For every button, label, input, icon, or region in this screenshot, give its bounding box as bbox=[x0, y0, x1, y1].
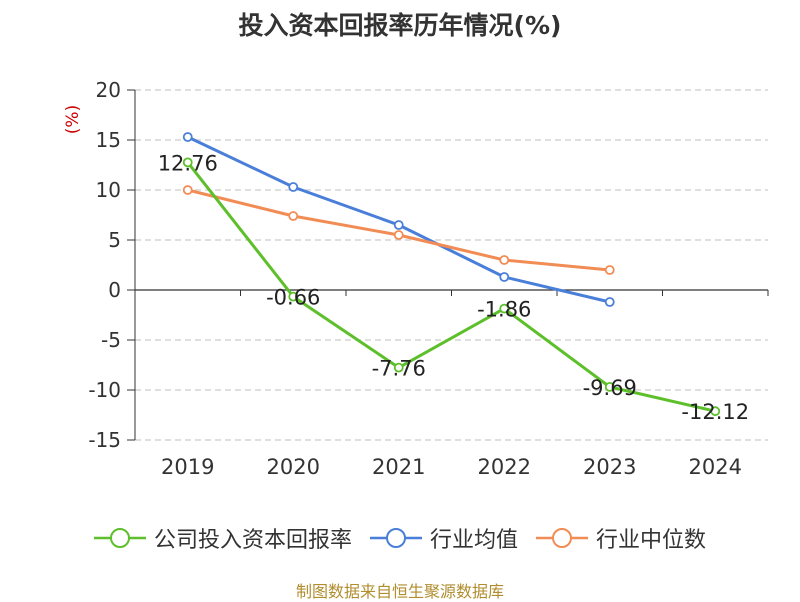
legend-label: 公司投入资本回报率 bbox=[153, 528, 352, 553]
x-tick-label: 2024 bbox=[689, 455, 742, 479]
x-tick-label: 2021 bbox=[372, 455, 425, 479]
data-point bbox=[393, 230, 404, 240]
y-tick-label: 20 bbox=[96, 78, 121, 102]
y-tick-label: -15 bbox=[88, 428, 121, 452]
data-point bbox=[288, 291, 299, 302]
data-point bbox=[604, 265, 615, 275]
y-axis-label: (%) bbox=[63, 105, 83, 134]
data-point bbox=[710, 406, 721, 417]
y-tick-label: -10 bbox=[88, 378, 121, 402]
data-point bbox=[604, 297, 615, 307]
data-point bbox=[182, 157, 193, 168]
data-label: -7.76 bbox=[372, 357, 426, 381]
y-tick-label: 5 bbox=[108, 228, 121, 252]
data-label: -12.12 bbox=[681, 400, 749, 424]
data-point bbox=[182, 132, 193, 142]
data-point bbox=[288, 211, 299, 221]
data-point bbox=[182, 185, 193, 195]
data-label: -1.86 bbox=[477, 298, 531, 322]
data-label: -0.66 bbox=[266, 286, 320, 310]
legend-label: 行业中位数 bbox=[596, 528, 707, 553]
x-tick-label: 2019 bbox=[161, 455, 214, 479]
series-line bbox=[187, 188, 610, 272]
data-label: -9.69 bbox=[583, 376, 637, 400]
data-point bbox=[604, 381, 615, 392]
x-tick-label: 2020 bbox=[267, 455, 320, 479]
legend-line-icon bbox=[369, 528, 422, 548]
y-tick-label: 10 bbox=[96, 178, 121, 202]
legend-line-icon bbox=[536, 528, 588, 548]
y-tick-label: 0 bbox=[108, 278, 121, 302]
x-tick-label: 2023 bbox=[583, 455, 636, 479]
data-point bbox=[499, 303, 510, 314]
legend-item[interactable]: 行业均值 bbox=[369, 522, 518, 554]
chart-title: 投入资本回报率历年情况(%) bbox=[238, 11, 562, 40]
y-tick-label: 15 bbox=[96, 128, 121, 152]
series-line bbox=[187, 135, 611, 304]
source-note: 制图数据来自恒生聚源数据库 bbox=[295, 582, 504, 601]
data-point bbox=[393, 220, 404, 230]
chart-legend: 公司投入资本回报率 行业均值 行业中位数 bbox=[0, 520, 800, 556]
legend-item[interactable]: 公司投入资本回报率 bbox=[93, 522, 352, 554]
legend-line-icon bbox=[93, 528, 146, 548]
x-tick-label: 2022 bbox=[478, 455, 531, 479]
legend-item[interactable]: 行业中位数 bbox=[536, 522, 706, 554]
data-point bbox=[393, 362, 404, 373]
data-point bbox=[499, 272, 510, 282]
series-line bbox=[186, 161, 716, 413]
y-tick-label: -5 bbox=[101, 328, 121, 352]
data-point bbox=[499, 255, 510, 265]
legend-label: 行业均值 bbox=[429, 528, 518, 553]
data-label: 12.76 bbox=[158, 151, 218, 175]
data-point bbox=[288, 182, 299, 192]
